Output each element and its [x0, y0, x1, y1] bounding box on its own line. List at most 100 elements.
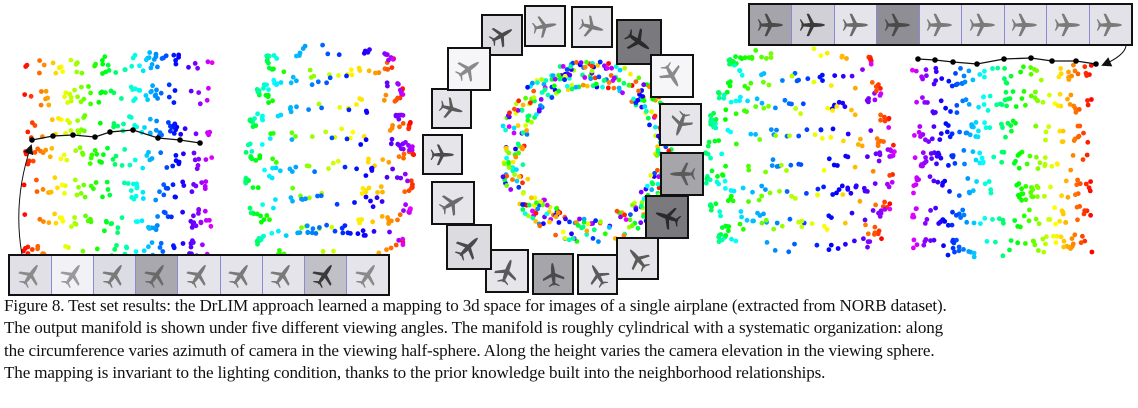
airplane-thumbnail [94, 256, 137, 294]
scatter-point [393, 113, 399, 119]
scatter-point [511, 130, 517, 136]
scatter-point [869, 80, 875, 85]
scatter-point [952, 249, 957, 255]
airplane-thumbnail [616, 19, 662, 65]
airplane-thumbnail [660, 152, 704, 196]
scatter-point [294, 78, 299, 84]
scatter-point [50, 60, 56, 66]
scatter-point [960, 207, 966, 213]
scatter-point [135, 219, 141, 225]
scatter-point [886, 125, 892, 130]
scatter-point [69, 224, 74, 230]
scatter-point [1078, 240, 1084, 246]
scatter-point [1075, 71, 1081, 77]
scatter-point [1085, 102, 1091, 108]
scatter-point [952, 161, 958, 166]
scatter-point [947, 189, 952, 194]
scatter-point [1046, 217, 1051, 222]
scatter-point [1048, 184, 1053, 190]
scatter-point [724, 224, 730, 229]
scatter-point [1013, 104, 1019, 109]
scatter-point [761, 105, 767, 111]
scatter-point [793, 106, 798, 111]
scatter-point [923, 155, 928, 160]
scatter-point [910, 67, 915, 73]
scatter-point [652, 170, 657, 176]
scatter-point [870, 168, 876, 174]
scatter-point [873, 84, 879, 89]
scatter-point [352, 200, 357, 205]
scatter-point [644, 108, 649, 114]
scatter-point [64, 157, 70, 163]
scatter-point [266, 65, 272, 71]
scatter-point [62, 191, 67, 196]
scatter-point [79, 70, 85, 76]
scatter-point [35, 246, 40, 252]
scatter-point [916, 129, 922, 135]
scatter-point [81, 182, 87, 188]
scatter-point [28, 93, 34, 99]
scatter-point [756, 197, 762, 203]
scatter-point [199, 180, 205, 186]
scatter-point [857, 198, 863, 204]
scatter-point [706, 139, 712, 145]
scatter-point [645, 115, 651, 121]
scatter-point [364, 110, 370, 115]
scatter-point [764, 56, 769, 61]
scatter-point [982, 74, 987, 80]
scatter-point [388, 245, 394, 251]
scatter-point [577, 216, 582, 222]
scatter-point [878, 117, 883, 123]
scatter-point [534, 112, 539, 117]
scatter-point [268, 131, 274, 137]
airplane-icon [590, 264, 610, 288]
scatter-point [77, 145, 83, 151]
scatter-point [728, 99, 734, 105]
scatter-point [361, 233, 367, 238]
scatter-point [170, 182, 176, 188]
scatter-point [962, 79, 968, 85]
scatter-point [313, 231, 319, 236]
scatter-point [805, 76, 811, 82]
scatter-point [37, 58, 42, 63]
scatter-point [206, 85, 211, 91]
scatter-point [525, 84, 530, 90]
scatter-point [609, 65, 614, 71]
scatter-point [39, 89, 44, 94]
scatter-point [798, 111, 803, 117]
scatter-point [620, 90, 625, 96]
scatter-point [147, 50, 153, 55]
scatter-point [983, 125, 989, 131]
scatter-point [529, 119, 534, 125]
airplane-icon [438, 96, 463, 118]
scatter-point [159, 56, 165, 61]
scatter-point [606, 80, 612, 85]
scatter-point [100, 71, 105, 76]
scatter-point [508, 187, 514, 192]
scatter-point [584, 228, 590, 234]
scatter-point [872, 224, 878, 230]
scatter-point [655, 147, 661, 153]
scatter-point [1060, 128, 1066, 134]
scatter-point [153, 92, 159, 98]
scatter-point [709, 204, 714, 210]
scatter-point [978, 221, 983, 227]
scatter-point [1015, 240, 1021, 246]
scatter-point [526, 113, 532, 119]
scatter-point [504, 155, 509, 161]
scatter-point [515, 108, 521, 113]
scatter-point [853, 184, 859, 190]
scatter-point [512, 172, 517, 178]
scatter-point [515, 141, 521, 147]
scatter-point [1065, 96, 1070, 102]
scatter-point [390, 56, 396, 62]
scatter-point [299, 225, 304, 231]
airplane-icon [18, 265, 38, 289]
scatter-point [878, 138, 884, 144]
scatter-point [815, 186, 821, 192]
scatter-point [839, 53, 845, 59]
scatter-point [976, 104, 981, 110]
scatter-point [108, 88, 114, 94]
airplane-icon [354, 265, 375, 289]
scatter-point [913, 68, 919, 74]
